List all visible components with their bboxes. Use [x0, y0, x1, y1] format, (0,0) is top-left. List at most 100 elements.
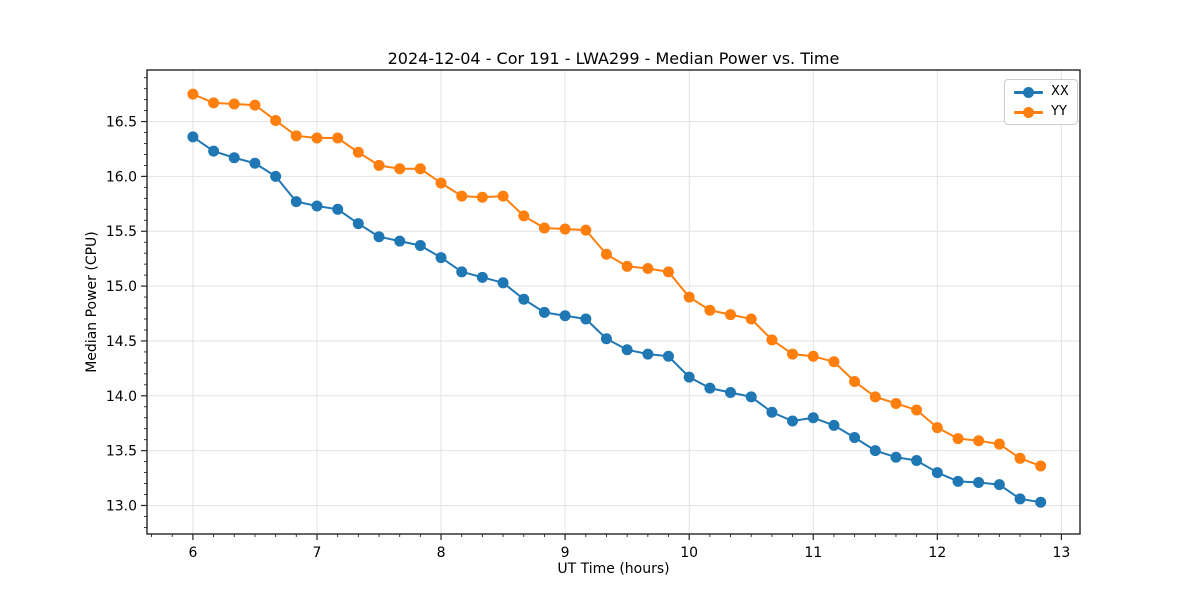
series-yy-marker: [973, 435, 985, 447]
series-xx-marker: [828, 419, 840, 431]
series-yy-marker: [787, 348, 799, 360]
plot-frame: [146, 69, 1081, 535]
legend-label-xx: XX: [1051, 84, 1069, 99]
x-tick-label: 9: [561, 545, 570, 561]
series-xx-marker: [931, 467, 943, 479]
series-yy-marker: [456, 190, 468, 202]
series-xx-marker: [1035, 496, 1047, 508]
series-yy-marker: [621, 260, 633, 272]
legend-label-yy: YY: [1051, 104, 1067, 119]
series-xx-marker: [456, 266, 468, 278]
series-xx-marker: [1014, 493, 1026, 505]
tick-labels: 6 7 8 9 10 11 12 13 13.0 13.5 14.0 14.5 15.0 15.5 16.0…: [106, 115, 1070, 561]
series-yy-marker: [290, 130, 302, 142]
series-xx-marker: [249, 157, 261, 169]
series-yy-marker: [849, 376, 861, 388]
series-yy-marker: [249, 99, 261, 111]
y-tick-label: 16.0: [106, 169, 137, 185]
x-axis-label: UT Time (hours): [557, 561, 670, 577]
series-yy-marker: [270, 114, 282, 126]
series-xx-marker: [352, 218, 364, 230]
series-xx-line: [192, 136, 1041, 504]
series-xx-marker: [973, 476, 985, 488]
series-xx-marker: [993, 479, 1005, 491]
series-yy-marker: [600, 248, 612, 260]
series-xx-marker: [208, 145, 220, 157]
series-yy-marker: [187, 88, 199, 100]
y-tick-label: 13.0: [106, 498, 137, 514]
y-tick-label: 16.5: [106, 115, 137, 131]
series-yy-marker: [931, 422, 943, 434]
series-xx-marker: [435, 252, 447, 264]
chart-title: 2024-12-04 - Cor 191 - LWA299 - Median P…: [387, 49, 840, 68]
series-xx-marker: [270, 170, 282, 182]
series-yy-marker: [662, 266, 674, 278]
series-xx-marker: [704, 382, 716, 394]
legend-item-xx: XX: [1014, 83, 1077, 101]
legend-item-yy: YY: [1014, 103, 1077, 121]
series-xx-marker: [807, 412, 819, 424]
series-yy-marker: [580, 224, 592, 236]
series-yy-marker: [373, 159, 385, 171]
series-xx-marker: [187, 131, 199, 143]
legend: XX YY: [1004, 79, 1078, 125]
legend-marker-xx-icon: [1014, 83, 1043, 101]
series-yy-marker: [228, 98, 240, 110]
series-xx-marker: [869, 445, 881, 457]
series-xx-marker: [414, 240, 426, 252]
series-yy-marker: [414, 163, 426, 175]
series-yy-marker: [518, 210, 530, 222]
series-yy-marker: [952, 433, 964, 445]
legend-marker-yy-icon: [1014, 103, 1043, 121]
series-yy-marker: [828, 356, 840, 368]
series-yy-marker: [352, 146, 364, 158]
y-tick-label: 15.0: [106, 279, 137, 295]
series-xx-marker: [311, 200, 323, 212]
y-tick-label: 14.5: [106, 334, 137, 350]
y-tick-label: 14.0: [106, 389, 137, 405]
series-yy-marker: [435, 177, 447, 189]
series-xx-marker: [600, 333, 612, 345]
x-tick-label: 6: [188, 545, 197, 561]
series-xx-marker: [228, 152, 240, 164]
series-yy-marker: [724, 309, 736, 321]
series-yy-marker: [538, 222, 550, 234]
series-yy-marker: [890, 397, 902, 409]
series-yy-marker: [745, 313, 757, 325]
series-xx-marker: [724, 386, 736, 398]
series-yy-marker: [559, 223, 571, 235]
series-yy-marker: [332, 132, 344, 144]
x-tick-label: 11: [804, 545, 822, 561]
series-xx-marker: [559, 310, 571, 322]
series-yy-marker: [208, 97, 220, 109]
series-xx-marker: [373, 231, 385, 243]
series-yy-marker: [911, 404, 923, 416]
series-yy-marker: [642, 263, 654, 275]
series-xx-marker: [332, 203, 344, 215]
series-xx-marker: [952, 475, 964, 487]
series-xx-marker: [538, 306, 550, 318]
x-tick-label: 13: [1052, 545, 1070, 561]
y-axis-label: Median Power (CPU): [84, 231, 100, 373]
y-tick-label: 13.5: [106, 444, 137, 460]
series-xx-marker: [497, 277, 509, 289]
x-tick-label: 10: [680, 545, 698, 561]
series-yy-marker: [311, 132, 323, 144]
series-yy-marker: [807, 350, 819, 362]
series-yy-marker: [993, 438, 1005, 450]
series-yy-marker: [766, 334, 778, 346]
series-xx-marker: [787, 415, 799, 427]
series-xx-marker: [580, 313, 592, 325]
x-tick-label: 7: [313, 545, 322, 561]
series-xx-marker: [766, 406, 778, 418]
series-yy-marker: [394, 163, 406, 175]
x-tick-label: 12: [928, 545, 946, 561]
series-xx-marker: [745, 391, 757, 403]
series-xx: [187, 131, 1047, 508]
series-xx-marker: [518, 293, 530, 305]
axis-ticks: [141, 77, 1062, 540]
series-yy: [187, 88, 1047, 472]
series-yy-marker: [704, 304, 716, 316]
gridlines: [147, 70, 1080, 534]
